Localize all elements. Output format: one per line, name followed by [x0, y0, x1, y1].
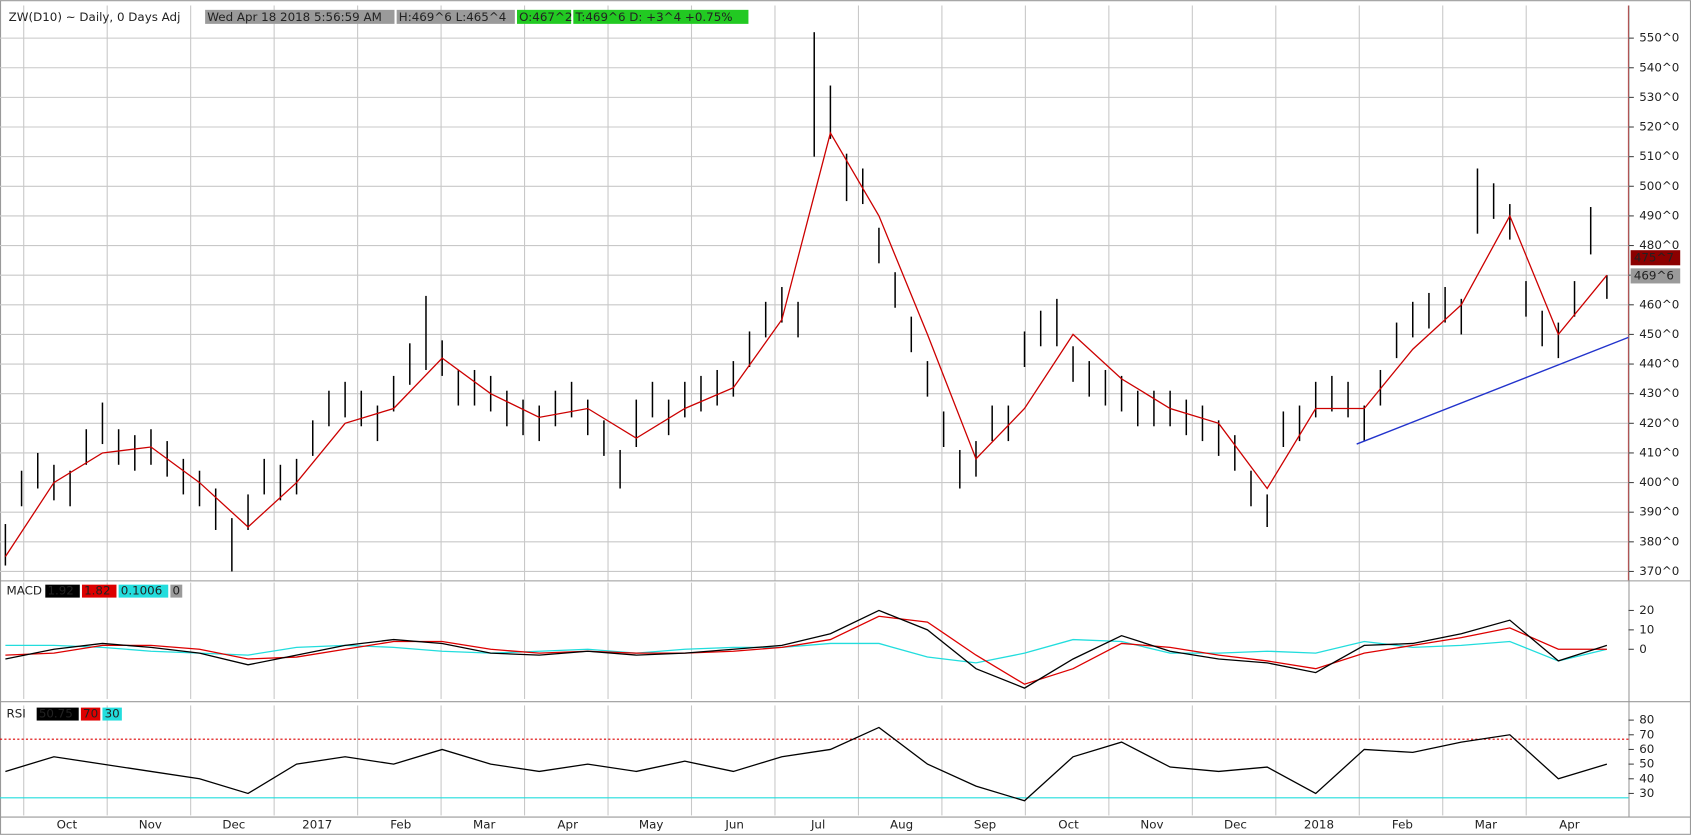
x-tick-label: Mar	[473, 818, 495, 832]
y-tick-label: 450^0	[1639, 327, 1679, 341]
readout-box	[118, 584, 169, 598]
readout-box	[170, 584, 183, 598]
readout-box	[102, 707, 122, 721]
readout-box	[45, 584, 80, 598]
y-tick-label: 540^0	[1639, 60, 1679, 74]
y-tick-label: 50	[1639, 757, 1654, 771]
price-label: 469^6	[1634, 268, 1674, 282]
x-tick-label: Mar	[1475, 818, 1497, 832]
x-tick-label: Jul	[810, 818, 825, 832]
y-tick-label: 370^0	[1639, 564, 1679, 578]
header-text: O:467^2	[519, 10, 572, 24]
readout-box	[36, 707, 79, 721]
price-label: 475^7	[1634, 250, 1674, 264]
x-tick-label: Dec	[222, 818, 245, 832]
y-tick-label: 510^0	[1639, 149, 1679, 163]
header-box	[573, 9, 749, 24]
header-text: ZW(D10) ~ Daily, 0 Days Adj	[9, 10, 181, 24]
y-tick-label: 10	[1639, 622, 1654, 636]
y-tick-label: 530^0	[1639, 90, 1679, 104]
x-tick-label: Apr	[557, 818, 578, 832]
x-tick-label: Feb	[1392, 818, 1413, 832]
y-tick-label: 500^0	[1639, 179, 1679, 193]
x-tick-label: Apr	[1559, 818, 1580, 832]
x-tick-label: Oct	[1058, 818, 1079, 832]
y-tick-label: 520^0	[1639, 120, 1679, 134]
readout-label: 0.1006	[121, 584, 162, 598]
header-text: Wed Apr 18 2018 5:56:59 AM	[207, 10, 382, 24]
readout-label: 70	[83, 707, 98, 721]
moving-average	[4, 131, 1608, 557]
indicator-line	[5, 609, 1608, 689]
y-tick-label: 40	[1639, 771, 1654, 785]
x-tick-label: Feb	[390, 818, 411, 832]
y-tick-label: 440^0	[1639, 357, 1679, 371]
y-tick-label: 420^0	[1639, 416, 1679, 430]
indicator-line	[5, 726, 1608, 802]
header-text: H:469^6 L:465^4	[399, 10, 507, 24]
x-tick-label: May	[639, 818, 664, 832]
x-tick-label: Dec	[1224, 818, 1247, 832]
x-tick-label: 2018	[1304, 818, 1334, 832]
price-label-box	[1630, 250, 1681, 266]
y-tick-label: 430^0	[1639, 386, 1679, 400]
readout-label: 0	[173, 584, 181, 598]
y-tick-label: 60	[1639, 742, 1654, 756]
y-tick-label: 70	[1639, 727, 1654, 741]
trendline	[1356, 336, 1629, 445]
indicator-line	[5, 638, 1608, 664]
y-tick-label: 20	[1639, 603, 1654, 617]
x-tick-label: 2017	[302, 818, 332, 832]
indicator-name: RSI	[6, 707, 25, 721]
y-tick-label: 460^0	[1639, 297, 1679, 311]
x-tick-label: Oct	[57, 818, 78, 832]
x-tick-label: Nov	[1140, 818, 1163, 832]
x-tick-label: Nov	[139, 818, 162, 832]
y-tick-label: 380^0	[1639, 534, 1679, 548]
header-box	[396, 9, 515, 24]
x-tick-label: Sep	[974, 818, 996, 832]
readout-box	[81, 584, 117, 598]
readout-label: 1.92	[47, 584, 73, 598]
header-box	[205, 9, 395, 24]
readout-label: 30	[105, 707, 120, 721]
x-tick-label: Aug	[890, 818, 913, 832]
y-tick-label: 80	[1639, 713, 1654, 727]
readout-label: 50.75	[39, 707, 73, 721]
indicator-line	[5, 615, 1607, 685]
y-tick-label: 390^0	[1639, 505, 1679, 519]
indicator-name: MACD	[6, 584, 42, 598]
y-tick-label: 480^0	[1639, 238, 1679, 252]
x-tick-label: Jun	[724, 818, 744, 832]
y-tick-label: 30	[1639, 786, 1654, 800]
y-tick-label: 400^0	[1639, 475, 1679, 489]
y-tick-label: 550^0	[1639, 31, 1679, 45]
y-tick-label: 0	[1639, 642, 1647, 656]
y-tick-label: 490^0	[1639, 208, 1679, 222]
readout-label: 1.82	[84, 584, 110, 598]
header-box	[517, 9, 572, 24]
price-label-box	[1630, 268, 1681, 284]
header-text: T:469^6 D: +3^4 +0.75%	[574, 10, 732, 24]
y-tick-label: 410^0	[1639, 445, 1679, 459]
readout-box	[80, 707, 101, 721]
